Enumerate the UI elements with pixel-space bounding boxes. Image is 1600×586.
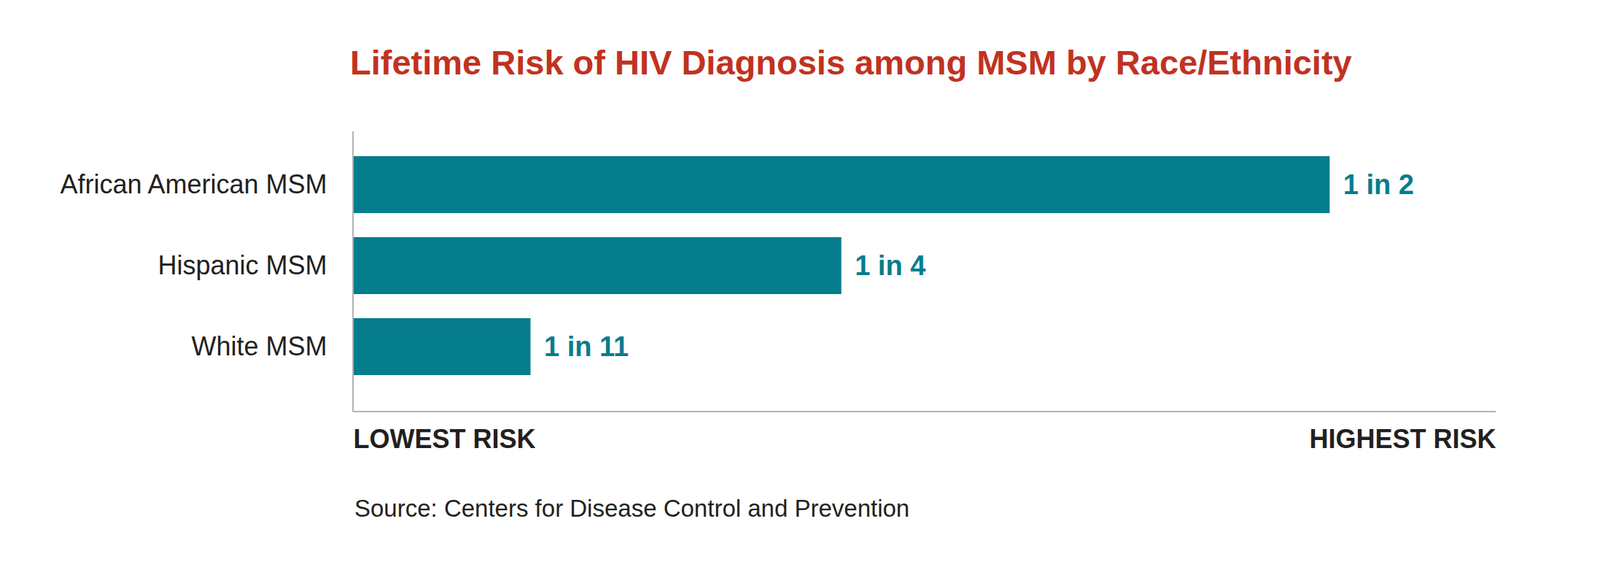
svg-text:African American MSM: African American MSM [59,169,327,200]
html-text:Lifetime Risk of HIV Diagnosis: Lifetime Risk of HIV Diagnosis among MSM… [350,43,1352,82]
svg-text:White MSM: White MSM [191,331,327,361]
svg-text:1 in 11: 1 in 11 [544,331,629,362]
html-text:Source: Centers for Disease Co: Source: Centers for Disease Control and … [354,494,910,522]
svg-text:Hispanic MSM: Hispanic MSM [157,250,327,281]
svg-text:1 in 2: 1 in 2 [1343,169,1415,200]
svg-text:HIGHEST RISK: HIGHEST RISK [1309,423,1496,454]
svg-text:1 in 4: 1 in 4 [854,250,926,281]
svg-text:LOWEST RISK: LOWEST RISK [353,423,537,454]
